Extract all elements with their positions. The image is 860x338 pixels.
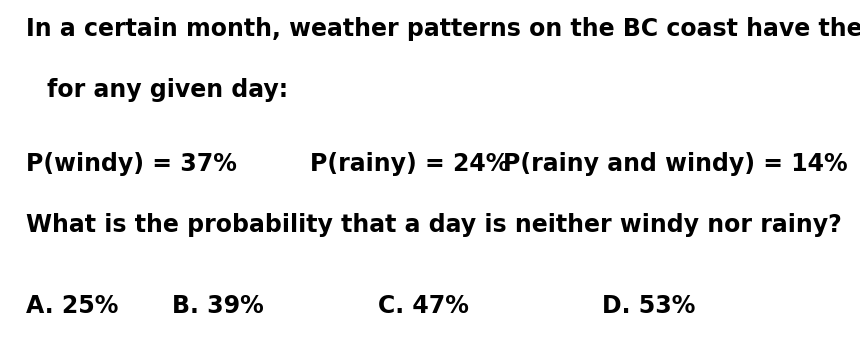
Text: A. 25%: A. 25% — [26, 294, 118, 318]
Text: D. 53%: D. 53% — [602, 294, 696, 318]
Text: In a certain month, weather patterns on the BC coast have the following probabil: In a certain month, weather patterns on … — [26, 17, 860, 41]
Text: B. 39%: B. 39% — [172, 294, 264, 318]
Text: What is the probability that a day is neither windy nor rainy?: What is the probability that a day is ne… — [26, 213, 842, 237]
Text: P(rainy) = 24%: P(rainy) = 24% — [310, 152, 509, 176]
Text: for any given day:: for any given day: — [47, 78, 288, 102]
Text: P(rainy and windy) = 14%: P(rainy and windy) = 14% — [503, 152, 848, 176]
Text: C. 47%: C. 47% — [378, 294, 470, 318]
Text: P(windy) = 37%: P(windy) = 37% — [26, 152, 237, 176]
